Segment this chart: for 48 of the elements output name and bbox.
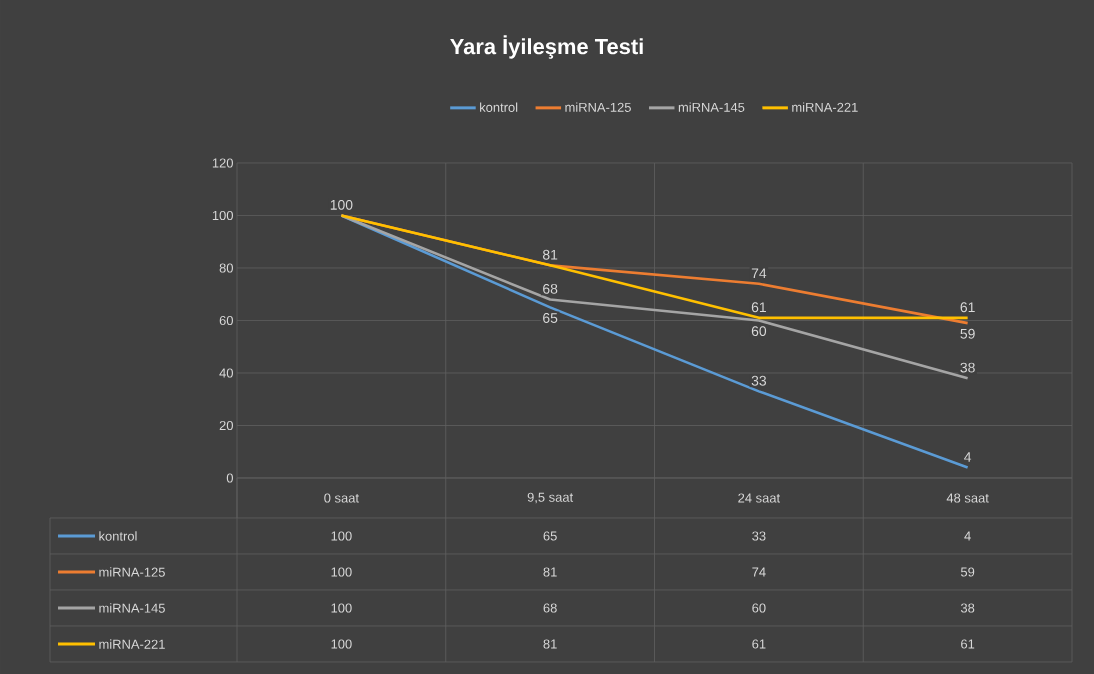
legend-label: miRNA-125 [565, 102, 631, 112]
text: 65 [543, 531, 557, 541]
x-tick-label: 0 saat [324, 493, 359, 503]
y-tick-label: 40 [219, 368, 233, 378]
text: 59 [960, 567, 975, 577]
text: 74 [752, 567, 766, 577]
y-tick-label: 80 [219, 263, 233, 273]
data-label: 59 [960, 328, 975, 339]
y-tick-label: 20 [219, 420, 233, 431]
data-label: 61 [960, 302, 975, 313]
y-tick-label: 60 [219, 315, 233, 326]
legend-label: miRNA-145 [678, 102, 745, 112]
y-tick-label: 0 [226, 473, 233, 483]
data-label: 100 [330, 199, 353, 210]
text: 68 [543, 603, 557, 613]
x-tick-label: 48 saat [946, 493, 989, 503]
text: 60 [752, 603, 766, 613]
text: 61 [961, 639, 975, 649]
data-label: 60 [751, 326, 767, 337]
text: 100 [331, 603, 352, 613]
data-label: 61 [751, 302, 766, 313]
text: 81 [543, 567, 557, 577]
data-label: 33 [751, 375, 767, 386]
x-tick-label: 9,5 saat [527, 492, 574, 504]
text: 4 [964, 531, 971, 541]
y-tick-label: 120 [212, 158, 233, 168]
text: miRNA-125 [99, 567, 165, 577]
y-tick-label: 100 [212, 210, 233, 221]
data-label: 81 [542, 249, 558, 260]
x-tick-label: 24 saat [738, 493, 780, 503]
data-label: 38 [960, 362, 975, 373]
text: miRNA-145 [99, 603, 165, 613]
text: 81 [543, 639, 557, 649]
data-label: 65 [543, 313, 558, 323]
text: 33 [752, 531, 766, 541]
legend-label: kontrol [480, 102, 518, 112]
text: 61 [752, 639, 766, 649]
legend-label: miRNA-221 [792, 102, 858, 112]
text: kontrol [99, 531, 137, 541]
text: 100 [331, 567, 352, 577]
data-label: 4 [964, 452, 972, 462]
text: miRNA-221 [99, 639, 165, 649]
text: 38 [960, 603, 975, 613]
chart-title: Yara İyileşme Testi [450, 35, 643, 59]
text: 100 [331, 531, 352, 541]
text: 100 [331, 639, 352, 649]
data-label: 68 [543, 283, 558, 294]
data-label: 74 [751, 268, 767, 279]
